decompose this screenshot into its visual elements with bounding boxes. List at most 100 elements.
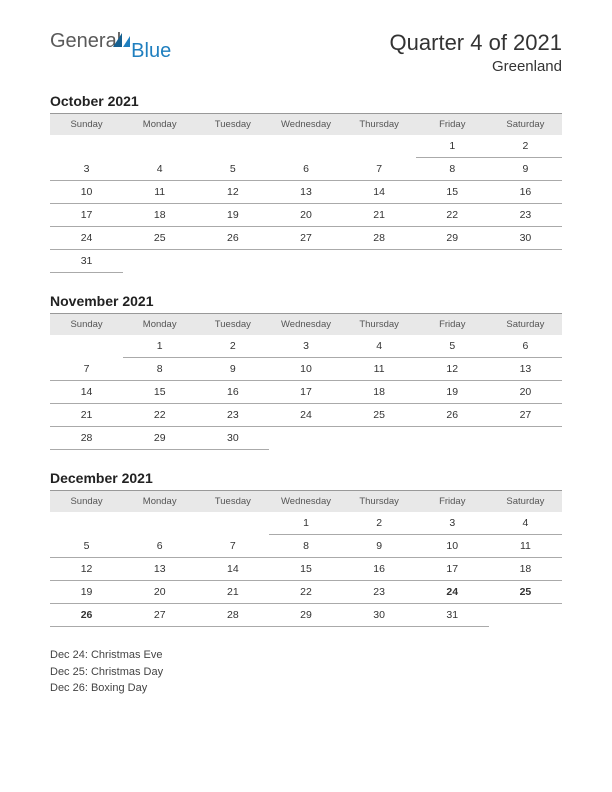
month-title: December 2021 — [50, 470, 562, 486]
calendar-cell: 29 — [416, 227, 489, 250]
calendar-cell — [196, 135, 269, 158]
calendar-cell: 12 — [50, 558, 123, 581]
month-title: November 2021 — [50, 293, 562, 309]
calendar-table: SundayMondayTuesdayWednesdayThursdayFrid… — [50, 490, 562, 627]
calendar-cell: 15 — [269, 558, 342, 581]
calendar-cell — [489, 250, 562, 273]
calendar-cell — [269, 427, 342, 450]
calendar-cell: 24 — [50, 227, 123, 250]
calendar-cell: 15 — [123, 381, 196, 404]
calendar-cell: 3 — [269, 335, 342, 358]
calendar-cell: 20 — [269, 204, 342, 227]
calendar-cell: 8 — [416, 158, 489, 181]
holidays-list: Dec 24: Christmas EveDec 25: Christmas D… — [50, 647, 562, 697]
month-block: November 2021SundayMondayTuesdayWednesda… — [50, 293, 562, 450]
calendar-cell: 14 — [50, 381, 123, 404]
header: General Blue Quarter 4 of 2021 Greenland — [50, 30, 562, 75]
calendar-cell: 16 — [489, 181, 562, 204]
calendar-cell: 26 — [416, 404, 489, 427]
calendar-cell — [489, 604, 562, 627]
calendar-cell: 23 — [343, 581, 416, 604]
calendar-cell: 19 — [416, 381, 489, 404]
calendar-cell: 28 — [196, 604, 269, 627]
calendar-cell: 6 — [123, 535, 196, 558]
calendar-cell: 13 — [123, 558, 196, 581]
calendar-cell: 17 — [416, 558, 489, 581]
calendar-cell: 5 — [50, 535, 123, 558]
calendar-cell: 30 — [196, 427, 269, 450]
calendar-cell: 21 — [196, 581, 269, 604]
day-header: Wednesday — [269, 114, 342, 136]
calendar-cell: 11 — [123, 181, 196, 204]
day-header: Saturday — [489, 114, 562, 136]
calendar-cell: 6 — [489, 335, 562, 358]
calendar-cell — [343, 250, 416, 273]
calendar-cell: 3 — [50, 158, 123, 181]
calendar-cell — [123, 250, 196, 273]
day-header: Monday — [123, 491, 196, 513]
calendar-cell: 14 — [196, 558, 269, 581]
calendar-cell: 10 — [416, 535, 489, 558]
calendar-cell: 8 — [123, 358, 196, 381]
calendar-cell: 25 — [123, 227, 196, 250]
calendar-cell: 1 — [416, 135, 489, 158]
calendar-cell: 20 — [489, 381, 562, 404]
calendar-cell: 30 — [489, 227, 562, 250]
calendar-cell: 9 — [343, 535, 416, 558]
calendar-cell: 6 — [269, 158, 342, 181]
calendar-cell — [416, 250, 489, 273]
calendar-cell: 18 — [489, 558, 562, 581]
calendar-cell — [269, 250, 342, 273]
calendar-cell: 29 — [269, 604, 342, 627]
day-header: Saturday — [489, 314, 562, 336]
holiday-entry: Dec 26: Boxing Day — [50, 680, 562, 697]
day-header: Tuesday — [196, 114, 269, 136]
calendar-cell: 13 — [269, 181, 342, 204]
calendar-cell: 19 — [50, 581, 123, 604]
day-header: Monday — [123, 314, 196, 336]
day-header: Friday — [416, 491, 489, 513]
calendar-cell: 8 — [269, 535, 342, 558]
calendar-cell — [50, 135, 123, 158]
calendar-cell: 20 — [123, 581, 196, 604]
day-header: Sunday — [50, 114, 123, 136]
calendar-cell: 12 — [416, 358, 489, 381]
calendar-cell — [269, 135, 342, 158]
calendar-cell: 26 — [50, 604, 123, 627]
day-header: Friday — [416, 314, 489, 336]
calendar-cell: 31 — [416, 604, 489, 627]
calendar-cell: 13 — [489, 358, 562, 381]
logo-sail-icon — [113, 33, 131, 56]
holiday-entry: Dec 25: Christmas Day — [50, 664, 562, 681]
page-title: Quarter 4 of 2021 — [390, 30, 562, 56]
calendar-cell: 16 — [196, 381, 269, 404]
logo-text-blue: Blue — [131, 40, 171, 63]
logo-text-general: General — [50, 30, 121, 53]
calendar-cell: 19 — [196, 204, 269, 227]
calendar-cell: 18 — [123, 204, 196, 227]
logo: General Blue — [50, 30, 183, 53]
calendar-cell: 18 — [343, 381, 416, 404]
calendar-cell: 2 — [489, 135, 562, 158]
calendar-cell — [343, 135, 416, 158]
calendar-cell: 27 — [269, 227, 342, 250]
calendar-cell: 3 — [416, 512, 489, 535]
holiday-entry: Dec 24: Christmas Eve — [50, 647, 562, 664]
region-label: Greenland — [390, 58, 562, 75]
calendar-cell — [50, 335, 123, 358]
day-header: Sunday — [50, 314, 123, 336]
calendar-cell: 9 — [196, 358, 269, 381]
title-block: Quarter 4 of 2021 Greenland — [390, 30, 562, 75]
calendar-cell: 25 — [343, 404, 416, 427]
calendar-cell: 15 — [416, 181, 489, 204]
calendar-cell: 17 — [50, 204, 123, 227]
month-block: December 2021 SundayMondayTuesdayWednesda… — [50, 470, 562, 627]
calendar-cell: 26 — [196, 227, 269, 250]
day-header: Monday — [123, 114, 196, 136]
calendar-cell: 23 — [489, 204, 562, 227]
calendar-cell: 22 — [123, 404, 196, 427]
calendar-cell — [343, 427, 416, 450]
calendar-cell: 11 — [343, 358, 416, 381]
day-header: Wednesday — [269, 314, 342, 336]
calendar-cell: 24 — [416, 581, 489, 604]
